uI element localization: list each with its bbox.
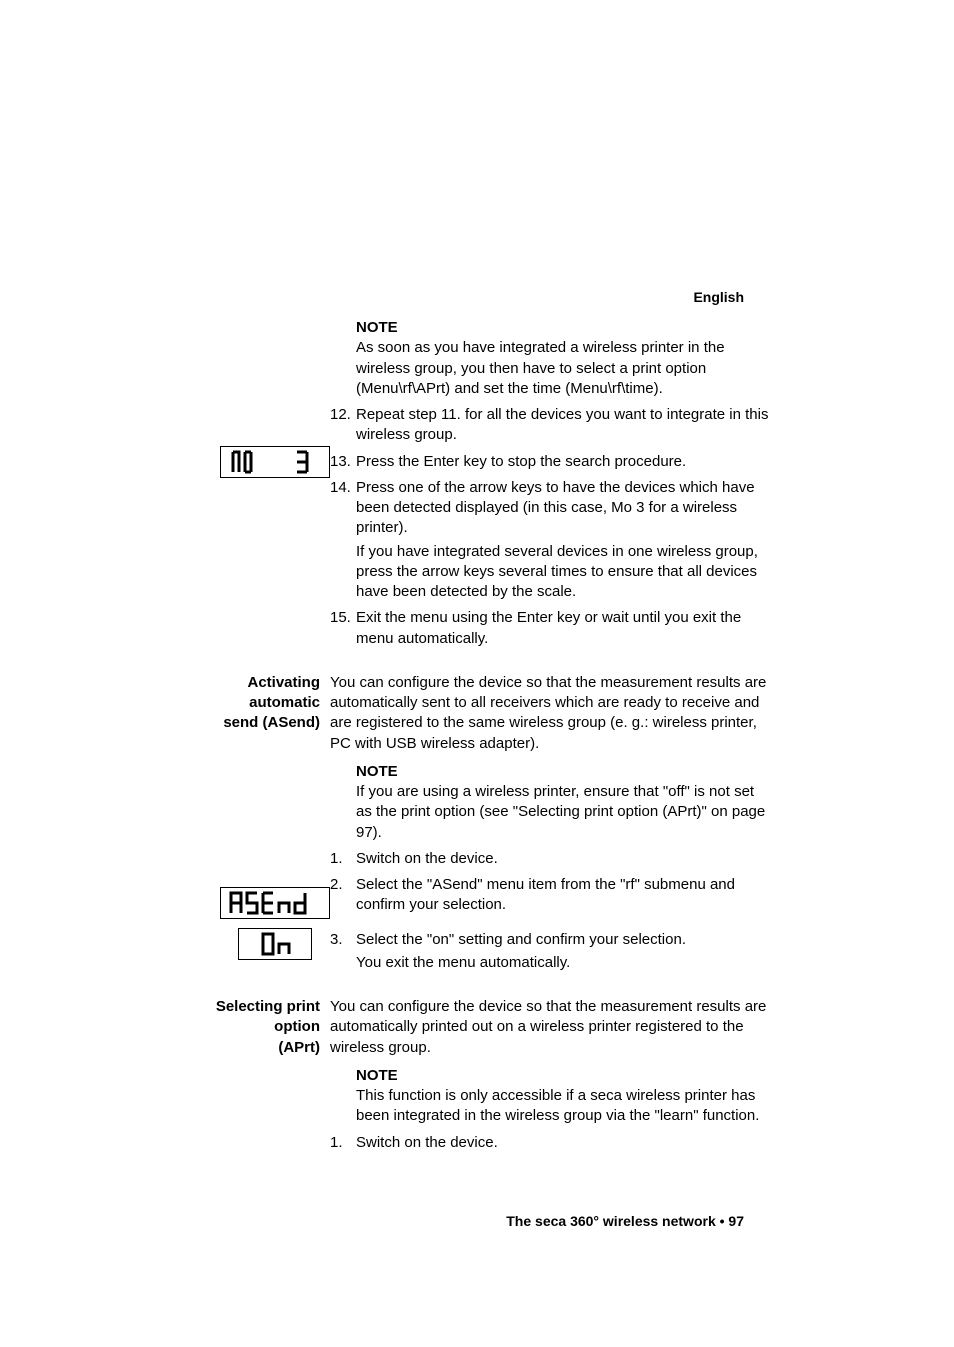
step-number: 15. xyxy=(330,608,356,649)
lcd-display-on xyxy=(238,928,312,960)
step-number: 1. xyxy=(330,1133,356,1153)
step-text: Select the "ASend" menu item from the "r… xyxy=(356,875,774,916)
section-heading-aprt: Selecting print option (APrt) xyxy=(190,997,330,1153)
top-block: NOTE As soon as you have integrated a wi… xyxy=(330,318,774,649)
aprt-intro: You can configure the device so that the… xyxy=(330,997,774,1058)
heading-line-1: Activating automatic xyxy=(190,673,320,714)
page-content: NOTE As soon as you have integrated a wi… xyxy=(190,0,774,1193)
lcd-display-mo3-container xyxy=(220,446,330,478)
step-text: Exit the menu using the Enter key or wai… xyxy=(356,608,774,649)
step-text: Switch on the device. xyxy=(356,849,774,869)
step-text: Press the Enter key to stop the search p… xyxy=(356,452,774,472)
lcd-display-asend-container xyxy=(220,887,330,919)
section-body-aprt: You can configure the device so that the… xyxy=(330,997,774,1153)
document-page: English xyxy=(0,0,954,1193)
asend-note-body: If you are using a wireless printer, ens… xyxy=(356,782,774,843)
asend-step-2: 2. Select the "ASend" menu item from the… xyxy=(330,875,774,916)
step-text: Repeat step 11. for all the devices you … xyxy=(356,405,774,446)
step-number: 13. xyxy=(330,452,356,472)
page-footer: The seca 360° wireless network • 97 xyxy=(506,1212,744,1231)
aprt-note-body: This function is only accessible if a se… xyxy=(356,1086,774,1127)
step-14-sub: If you have integrated several devices i… xyxy=(356,542,774,603)
step-number: 2. xyxy=(330,875,356,916)
language-label: English xyxy=(693,288,744,307)
step-12: 12. Repeat step 11. for all the devices … xyxy=(330,405,774,446)
note-heading: NOTE xyxy=(356,762,774,782)
step-number: 3. xyxy=(330,930,356,950)
top-note-body: As soon as you have integrated a wireles… xyxy=(356,338,774,399)
step-number: 14. xyxy=(330,478,356,539)
step-text: Switch on the device. xyxy=(356,1133,774,1153)
step-text: Press one of the arrow keys to have the … xyxy=(356,478,774,539)
note-heading: NOTE xyxy=(356,318,774,338)
heading-line-1: Selecting print option xyxy=(190,997,320,1038)
heading-line-2: send (ASend) xyxy=(190,713,320,733)
step-13: 13. Press the Enter key to stop the sear… xyxy=(330,452,774,472)
lcd-display-asend xyxy=(220,887,330,919)
step-number: 12. xyxy=(330,405,356,446)
step-text: Select the "on" setting and confirm your… xyxy=(356,930,774,950)
asend-step-3: 3. Select the "on" setting and confirm y… xyxy=(330,930,774,950)
lcd-display-on-container xyxy=(238,928,312,960)
note-heading: NOTE xyxy=(356,1066,774,1086)
asend-intro: You can configure the device so that the… xyxy=(330,673,774,754)
lcd-display-mo3 xyxy=(220,446,330,478)
aprt-step-1: 1. Switch on the device. xyxy=(330,1133,774,1153)
section-body-asend: You can configure the device so that the… xyxy=(330,673,774,973)
asend-step-1: 1. Switch on the device. xyxy=(330,849,774,869)
section-aprt: Selecting print option (APrt) You can co… xyxy=(190,997,774,1153)
step-number: 1. xyxy=(330,849,356,869)
asend-step-3-sub: You exit the menu automatically. xyxy=(356,953,774,973)
step-14: 14. Press one of the arrow keys to have … xyxy=(330,478,774,539)
step-15: 15. Exit the menu using the Enter key or… xyxy=(330,608,774,649)
heading-line-2: (APrt) xyxy=(190,1038,320,1058)
